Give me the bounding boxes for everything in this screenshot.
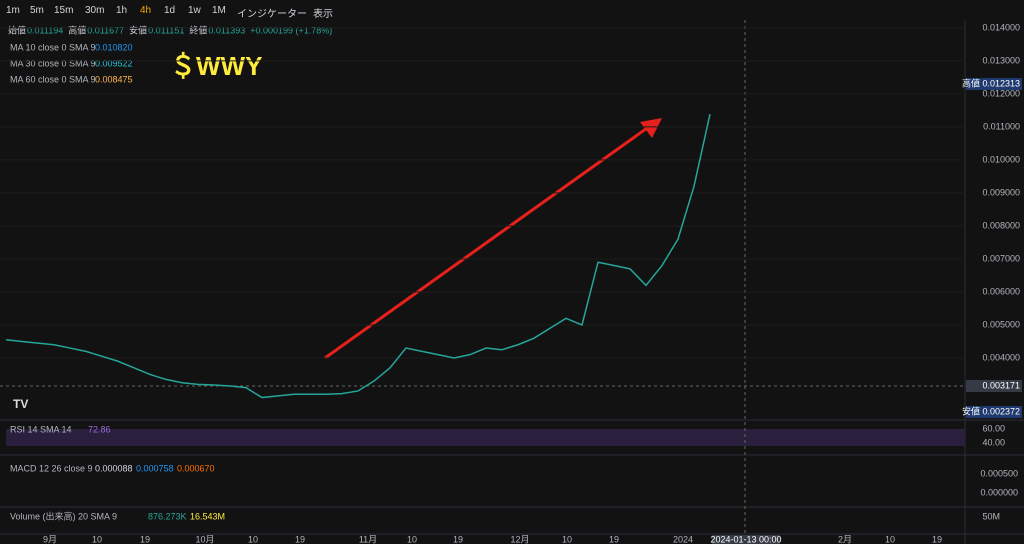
macd-tick: 0.000500: [980, 468, 1018, 478]
x-label: 9月: [43, 534, 57, 544]
ohlc-close: 0.011393: [208, 25, 245, 35]
price-tag-label: 安値: [962, 405, 980, 416]
ma-label: MA 60 close 0 SMA 9: [10, 74, 96, 84]
x-label: 10: [407, 534, 417, 544]
macd-label: MACD 12 26 close 9: [10, 463, 93, 473]
interval-button[interactable]: 1d: [164, 5, 176, 16]
y-tick-label: 0.010000: [982, 154, 1020, 164]
macd-value: 0.000088: [95, 463, 133, 473]
x-label: 19: [932, 534, 942, 544]
x-label: 19: [140, 534, 150, 544]
ohlc-open: 0.011194: [27, 25, 63, 35]
annotation: ＄WWY: [170, 51, 262, 81]
macd-value: 0.000670: [177, 463, 215, 473]
y-tick-label: 0.013000: [982, 55, 1020, 65]
ohlc-high-label: 高値: [68, 24, 86, 35]
crosshair-date-bg: [712, 535, 780, 544]
interval-button[interactable]: 1h: [116, 5, 128, 16]
price-tag-label: 高値: [962, 77, 980, 88]
x-label: 10: [885, 534, 895, 544]
interval-button[interactable]: 1w: [188, 5, 201, 16]
ma-value: 0.009522: [95, 58, 133, 68]
volume-label: Volume (出来高) 20 SMA 9: [10, 510, 117, 521]
interval-button[interactable]: 1M: [212, 5, 226, 16]
rsi-tick: 40.00: [982, 437, 1005, 447]
price-line: [5, 113, 711, 399]
toolbar: 1m 5m 15m 30m 1h 4h 1d 1w 1M インジケーター 表示: [0, 0, 1024, 20]
rsi-value: 72.86: [88, 424, 111, 434]
x-label: 19: [295, 534, 305, 544]
price-tag: [966, 78, 1022, 90]
x-label: 11月: [359, 534, 377, 544]
x-label: 2024: [673, 534, 693, 544]
ma-value: 0.008475: [95, 74, 133, 84]
y-tick-label: 0.012000: [982, 88, 1020, 98]
macd-value: 0.000758: [136, 463, 174, 473]
x-label: 2月: [838, 534, 852, 544]
price-tag-value: 0.003171: [982, 380, 1020, 390]
volume-value: 16.543M: [190, 511, 225, 521]
price-tag-value: 0.002372: [982, 406, 1020, 416]
y-tick-label: 0.008000: [982, 220, 1020, 230]
price-tag: [966, 380, 1022, 392]
y-tick-label: 0.005000: [982, 319, 1020, 329]
macd-tick: 0.000000: [980, 487, 1018, 497]
ohlc-change: +0.000199 (+1.78%): [250, 25, 332, 35]
ohlc-close-label: 終値: [189, 24, 207, 35]
interval-button[interactable]: 15m: [54, 5, 74, 16]
ohlc-open-label: 始値: [8, 24, 26, 35]
rsi-band: [6, 429, 965, 446]
rsi-tick: 60.00: [982, 423, 1005, 433]
y-tick-label: 0.009000: [982, 187, 1020, 197]
crosshair-date: 2024-01-13 00:00: [710, 534, 781, 544]
x-label: 19: [453, 534, 463, 544]
y-tick-label: 0.006000: [982, 286, 1020, 296]
ohlc-high: 0.011677: [87, 25, 124, 35]
interval-button[interactable]: 5m: [30, 5, 44, 16]
y-tick-label: 0.007000: [982, 253, 1020, 263]
arrow: [324, 124, 651, 360]
interval-button[interactable]: 1m: [6, 5, 20, 16]
ohlc-low-label: 安値: [129, 24, 147, 35]
x-label: 10: [248, 534, 258, 544]
rsi-label: RSI 14 SMA 14: [10, 424, 72, 434]
interval-button[interactable]: 4h: [140, 5, 152, 16]
price-tag-value: 0.012313: [982, 78, 1020, 88]
logo: TV: [13, 397, 28, 411]
x-label: 10: [562, 534, 572, 544]
menu-button[interactable]: 表示: [313, 9, 333, 20]
x-label: 12月: [510, 534, 529, 544]
volume-value: 876.273K: [148, 511, 187, 521]
x-label: 10: [92, 534, 102, 544]
y-tick-label: 0.014000: [982, 22, 1020, 32]
y-tick-label: 0.011000: [983, 121, 1020, 131]
ohlc-low: 0.011151: [148, 25, 184, 35]
x-label: 10月: [195, 534, 214, 544]
ma-label: MA 30 close 0 SMA 9: [10, 58, 96, 68]
interval-button[interactable]: 30m: [85, 5, 105, 16]
menu-button[interactable]: インジケーター: [237, 9, 307, 20]
ma-value: 0.010820: [95, 42, 133, 52]
ma-label: MA 10 close 0 SMA 9: [10, 42, 96, 52]
arrow-head: [640, 118, 662, 138]
price-tag: [966, 406, 1022, 418]
x-label: 19: [609, 534, 619, 544]
y-tick-label: 0.004000: [982, 352, 1020, 362]
volume-tick: 50M: [982, 511, 1000, 521]
